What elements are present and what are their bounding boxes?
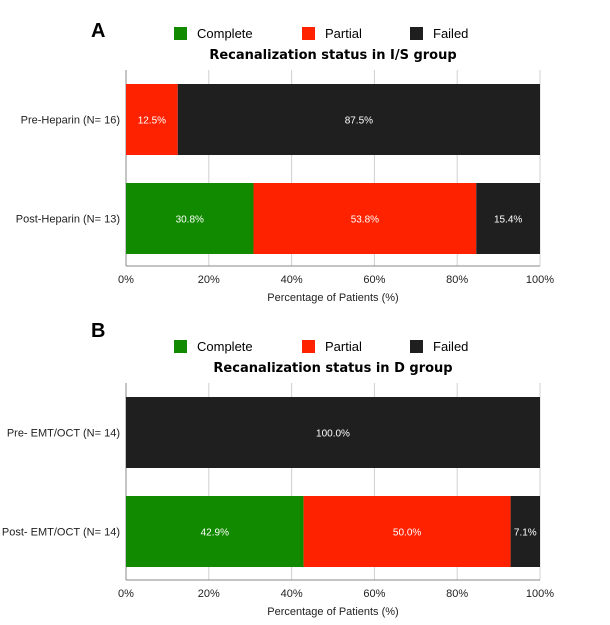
x-axis-title: Percentage of Patients (%) <box>267 292 398 304</box>
data-label: 30.8% <box>176 215 204 226</box>
chart-title-a: Recanalization status in I/S group <box>209 48 457 63</box>
data-label: 7.1% <box>514 528 537 539</box>
bar-segment-failed <box>177 84 540 155</box>
x-tick-label: 20% <box>198 588 220 600</box>
data-label: 53.8% <box>351 215 379 226</box>
legend-partial-b: Partial <box>302 339 362 354</box>
bar-segment-partial <box>253 183 477 254</box>
legend-complete-b: Complete <box>174 339 253 354</box>
x-tick-label: 40% <box>281 588 303 600</box>
chart-title-b: Recanalization status in D group <box>213 361 453 376</box>
legend-label: Failed <box>433 26 469 41</box>
legend-partial-a: Partial <box>302 26 362 41</box>
legend-label: Failed <box>433 339 469 354</box>
legend-swatch-failed <box>410 27 423 40</box>
data-label: 87.5% <box>345 116 373 127</box>
x-tick-label: 0% <box>118 274 134 286</box>
x-tick-label: 80% <box>446 274 468 286</box>
x-tick-label: 0% <box>118 588 134 600</box>
legend-label: Complete <box>197 26 253 41</box>
x-tick-label: 40% <box>281 274 303 286</box>
legend-failed-b: Failed <box>410 339 468 354</box>
bar-segment-failed <box>476 183 540 254</box>
bar-segment-failed <box>126 397 540 468</box>
bar-segment-failed <box>510 496 540 567</box>
x-tick-label: 100% <box>526 588 554 600</box>
category-label: Post- EMT/OCT (N= 14) <box>2 527 120 539</box>
x-tick-label: 100% <box>526 274 554 286</box>
legend-swatch-partial <box>302 27 315 40</box>
legend-swatch-partial <box>302 340 315 353</box>
panel-label-b: B <box>91 320 106 342</box>
legend-label: Complete <box>197 339 253 354</box>
legend-swatch-failed <box>410 340 423 353</box>
legend-label: Partial <box>325 26 362 41</box>
panel-label-a: A <box>91 20 106 42</box>
legend-swatch-complete <box>174 27 187 40</box>
bar-segment-complete <box>126 496 304 567</box>
data-label: 42.9% <box>201 528 229 539</box>
legend-swatch-complete <box>174 340 187 353</box>
x-tick-label: 60% <box>363 274 385 286</box>
bar-segment-partial <box>303 496 511 567</box>
bar-segment-complete <box>126 183 254 254</box>
data-label: 12.5% <box>138 116 166 127</box>
data-label: 15.4% <box>494 215 522 226</box>
category-label: Pre- EMT/OCT (N= 14) <box>7 428 120 440</box>
data-label: 50.0% <box>393 528 421 539</box>
x-tick-label: 60% <box>363 588 385 600</box>
category-label: Pre-Heparin (N= 16) <box>21 115 120 127</box>
x-tick-label: 80% <box>446 588 468 600</box>
legend-failed-a: Failed <box>410 26 468 41</box>
bar-segment-partial <box>126 84 178 155</box>
legend-label: Partial <box>325 339 362 354</box>
x-tick-label: 20% <box>198 274 220 286</box>
x-axis-title: Percentage of Patients (%) <box>267 606 398 618</box>
legend-complete-a: Complete <box>174 26 253 41</box>
data-label: 100.0% <box>316 429 350 440</box>
category-label: Post-Heparin (N= 13) <box>16 214 120 226</box>
